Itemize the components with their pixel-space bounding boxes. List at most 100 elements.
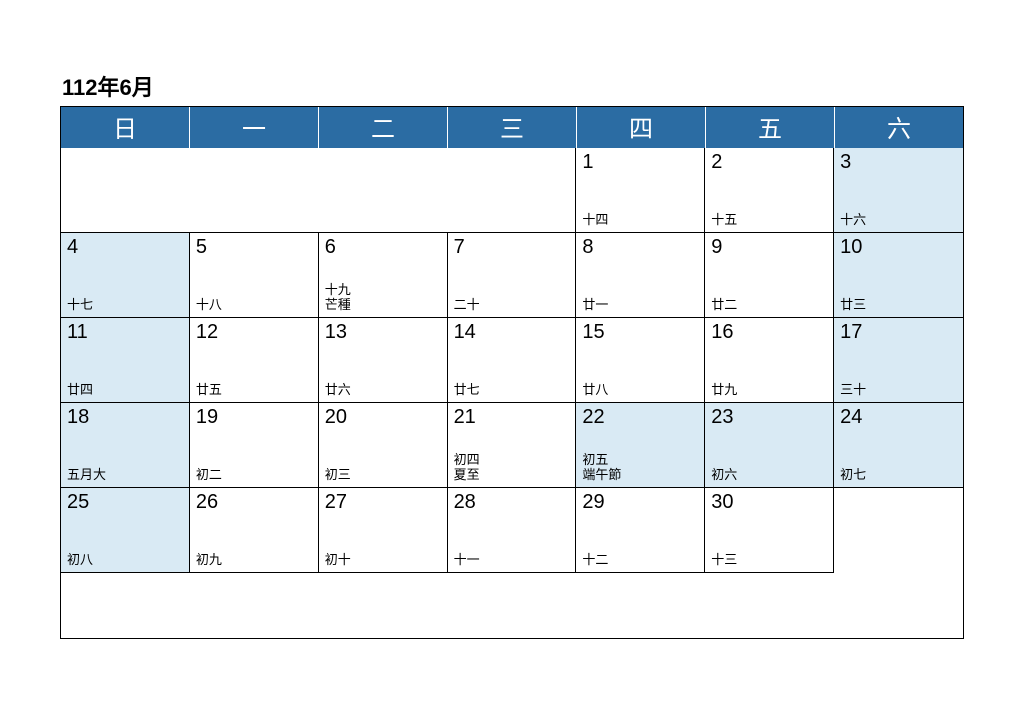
day-number: 30 [711,492,827,512]
day-cell-1: 1 十四 [576,148,705,233]
day-number: 11 [67,322,183,342]
lunar-label: 廿四 [67,383,183,398]
day-number: 19 [196,407,312,427]
weekday-header-4: 四 [577,107,706,148]
day-cell-12: 12 廿五 [190,318,319,403]
day-cell-28: 28 十一 [448,488,577,573]
lunar-label: 十二 [582,553,698,568]
day-number: 9 [711,237,827,257]
lunar-label: 初十 [325,553,441,568]
weekday-header-0: 日 [61,107,190,148]
day-cell-17: 17 三十 [834,318,963,403]
lunar-label: 初七 [840,468,957,483]
day-cell-16: 16 廿九 [705,318,834,403]
day-cell-21: 21初四 夏至 [448,403,577,488]
day-number: 4 [67,237,183,257]
lunar-label: 廿九 [711,383,827,398]
day-number: 23 [711,407,827,427]
day-number: 27 [325,492,441,512]
lunar-label: 十一 [454,553,570,568]
calendar-body: 1 十四 2 十五 3 十六 4 十七 5 十八 6十九 芒種 7 二十 8 廿一 9 廿二 10 廿三 11 廿四 12… [61,148,963,573]
day-cell-11: 11 廿四 [61,318,190,403]
lunar-label: 初六 [711,468,827,483]
day-cell-13: 13 廿六 [319,318,448,403]
day-number: 7 [454,237,570,257]
day-number: 5 [196,237,312,257]
day-cell-27: 27 初十 [319,488,448,573]
day-cell-7: 7 二十 [448,233,577,318]
lunar-label: 十六 [840,213,957,228]
day-cell-30: 30 十三 [705,488,834,573]
day-number: 1 [582,152,698,172]
weekday-header-2: 二 [319,107,448,148]
day-number: 12 [196,322,312,342]
calendar-title: 112年6月 [60,70,964,102]
day-number: 15 [582,322,698,342]
day-cell-18: 18 五月大 [61,403,190,488]
calendar-grid: 日一二三四五六 1 十四 2 十五 3 十六 4 十七 5 十八 6十九 芒種 7 二十 8 廿一 9 廿二 10… [60,106,964,639]
day-number: 26 [196,492,312,512]
day-number: 13 [325,322,441,342]
lunar-label: 十七 [67,298,183,313]
day-number: 24 [840,407,957,427]
lunar-label: 十四 [582,213,698,228]
day-cell-29: 29 十二 [576,488,705,573]
day-cell-14: 14 廿七 [448,318,577,403]
lunar-label: 十八 [196,298,312,313]
day-number: 3 [840,152,957,172]
lunar-label: 廿三 [840,298,957,313]
weekday-header-5: 五 [706,107,835,148]
day-number: 17 [840,322,957,342]
day-cell-25: 25 初八 [61,488,190,573]
day-cell-22: 22 初五 端午節 [576,403,705,488]
weekday-header-3: 三 [448,107,577,148]
lunar-label: 廿七 [454,383,570,398]
day-cell-empty [834,488,963,573]
weekday-header-1: 一 [190,107,319,148]
weekday-header-6: 六 [835,107,963,148]
day-number: 20 [325,407,441,427]
day-cell-8: 8 廿一 [576,233,705,318]
day-cell-9: 9 廿二 [705,233,834,318]
day-number: 22 [582,407,698,427]
day-cell-24: 24 初七 [834,403,963,488]
day-number: 2 [711,152,827,172]
lunar-label: 五月大 [67,468,183,483]
day-cell-5: 5 十八 [190,233,319,318]
day-cell-6: 6十九 芒種 [319,233,448,318]
day-cell-20: 20 初三 [319,403,448,488]
lunar-label: 廿二 [711,298,827,313]
lunar-label: 十三 [711,553,827,568]
day-number: 29 [582,492,698,512]
lunar-label: 廿一 [582,298,698,313]
lunar-label: 廿八 [582,383,698,398]
lunar-label: 廿五 [196,383,312,398]
day-cell-10: 10 廿三 [834,233,963,318]
lunar-label: 初三 [325,468,441,483]
day-cell-19: 19初二 [190,403,319,488]
lunar-label: 二十 [454,298,570,313]
day-cell-empty [61,148,190,233]
lunar-label: 初五 端午節 [582,453,698,483]
lunar-label: 初四 夏至 [454,453,570,483]
day-number: 10 [840,237,957,257]
day-number: 18 [67,407,183,427]
lunar-label: 三十 [840,383,957,398]
day-number: 25 [67,492,183,512]
day-cell-2: 2 十五 [705,148,834,233]
day-number: 14 [454,322,570,342]
day-cell-23: 23 初六 [705,403,834,488]
lunar-label: 十九 芒種 [325,283,441,313]
day-number: 16 [711,322,827,342]
day-cell-empty [448,148,577,233]
day-number: 28 [454,492,570,512]
day-cell-26: 26初九 [190,488,319,573]
lunar-label: 廿六 [325,383,441,398]
day-number: 8 [582,237,698,257]
calendar-page: 112年6月 日一二三四五六 1 十四 2 十五 3 十六 4 十七 5 十八 6十九 芒種 7 二十 8… [0,0,1024,669]
lunar-label: 初八 [67,553,183,568]
day-cell-4: 4 十七 [61,233,190,318]
lunar-label: 十五 [711,213,827,228]
day-cell-15: 15 廿八 [576,318,705,403]
day-cell-empty [190,148,319,233]
